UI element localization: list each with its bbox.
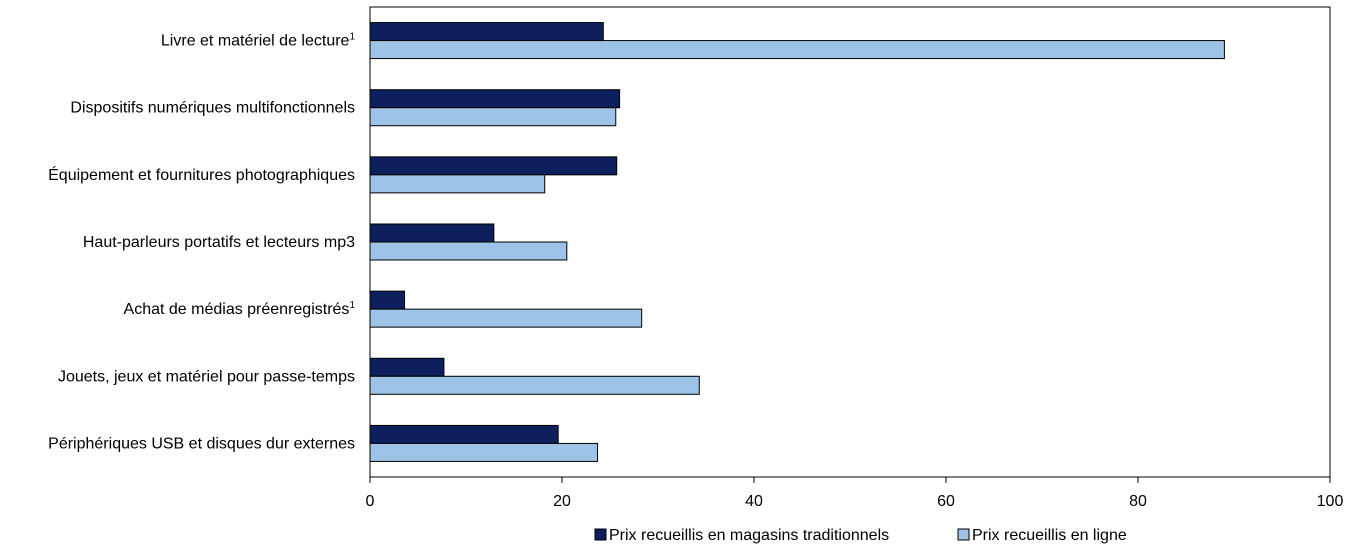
bars [369, 22, 1225, 462]
category-label: Périphériques USB et disques dur externe… [48, 435, 355, 452]
bar-en-ligne-6 [369, 442, 599, 462]
x-axis-ticks: 0 20 40 60 80 100 [366, 477, 1344, 510]
category-label: Équipement et fournitures photographique… [48, 165, 355, 184]
bar-en-ligne-5 [369, 375, 700, 395]
legend-label-en-ligne: Prix recueillis en ligne [972, 527, 1127, 544]
legend: Prix recueillis en magasins traditionnel… [594, 527, 1127, 544]
category-label: Livre et matériel de lecture1 [161, 32, 356, 50]
bar-en-ligne-0 [369, 40, 1225, 60]
bar-magasins-4 [369, 290, 406, 310]
bar-magasins-5 [369, 357, 445, 377]
bar-magasins-3 [369, 223, 495, 243]
x-tick-label: 100 [1317, 493, 1344, 510]
legend-swatch-en-ligne [957, 528, 970, 541]
bar-en-ligne-3 [369, 241, 568, 261]
x-tick-label: 20 [553, 493, 571, 510]
category-labels: Livre et matériel de lecture1 Dispositifs… [48, 32, 355, 453]
bar-en-ligne-2 [369, 174, 546, 194]
bar-en-ligne-1 [369, 107, 617, 127]
category-label: Jouets, jeux et matériel pour passe-temp… [58, 368, 355, 385]
category-label: Haut-parleurs portatifs et lecteurs mp3 [83, 234, 355, 251]
x-tick-label: 80 [1129, 493, 1147, 510]
legend-swatch-magasins [594, 528, 607, 541]
bar-magasins-2 [369, 156, 618, 176]
x-tick-label: 40 [745, 493, 763, 510]
category-label: Achat de médias préenregistrés1 [124, 300, 356, 318]
x-tick-label: 60 [937, 493, 955, 510]
bar-magasins-1 [369, 89, 621, 109]
bar-magasins-0 [369, 22, 604, 42]
bar-en-ligne-4 [369, 308, 643, 328]
x-tick-label: 0 [366, 493, 375, 510]
legend-label-magasins: Prix recueillis en magasins traditionnel… [609, 527, 889, 544]
bar-magasins-6 [369, 424, 559, 444]
category-label: Dispositifs numériques multifonctionnels [70, 100, 355, 117]
